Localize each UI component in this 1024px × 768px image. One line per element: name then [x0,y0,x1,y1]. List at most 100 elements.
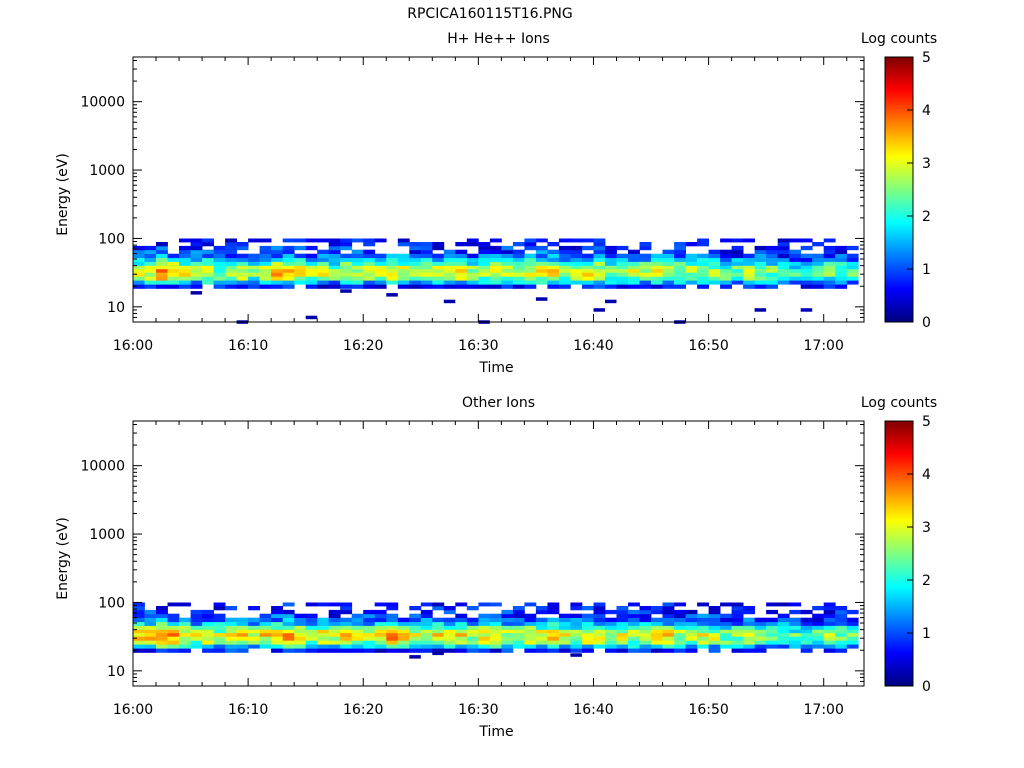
heatmap-cell [328,284,341,289]
heatmap-cell [593,261,606,266]
heatmap-cell [144,617,157,623]
heatmap-cell [340,284,353,289]
heatmap-cell [731,265,744,270]
x-tick-label: 16:10 [228,338,268,354]
heatmap-cell [305,253,318,259]
heatmap-cell [628,602,640,607]
heatmap-cell [777,644,790,649]
heatmap-cell [582,261,594,266]
heatmap-cell [167,625,180,630]
heatmap-cell [823,609,836,615]
heatmap-cell [628,284,640,289]
heatmap-cell [639,276,652,281]
heatmap-cell [144,629,157,634]
heatmap-cell [685,276,698,281]
heatmap-cell [455,249,468,254]
heatmap-cell [512,609,525,615]
heatmap-cell [489,238,502,243]
heatmap-cell [420,249,433,254]
heatmap-cell [225,257,237,262]
heatmap-cell [466,644,479,649]
heatmap-cell [800,617,813,623]
heatmap-cell [443,249,456,254]
heatmap-cell [156,617,168,623]
heatmap-cell [225,253,237,259]
heatmap-cell [512,265,525,270]
heatmap-cell [720,644,732,649]
heatmap-cell [351,253,364,259]
heatmap-cell [766,276,778,281]
heatmap-cell [179,617,191,623]
heatmap-cell [823,625,836,630]
heatmap-cell [386,253,399,259]
heatmap-cell [605,245,617,251]
heatmap-cell [420,265,433,270]
heatmap-cell [593,280,606,285]
heatmap-cell [225,648,237,653]
y-tick-label: 1000 [89,163,125,179]
heatmap-cell [363,265,376,270]
heatmap-cell [605,249,617,254]
heatmap-cell [489,265,502,270]
heatmap-cell [835,276,848,281]
heatmap-cell [213,644,226,649]
heatmap-cell [386,648,399,653]
heatmap-cell [777,268,790,273]
heatmap-cell [478,613,491,618]
heatmap-cell [305,613,318,618]
heatmap-cell [133,265,145,270]
heatmap-cell [593,265,606,270]
heatmap-cell [386,602,399,607]
heatmap-cell [547,606,560,611]
heatmap-cell [835,245,848,251]
heatmap-cell [179,602,191,607]
heatmap-cell [512,621,525,626]
heatmap-cell [846,636,859,641]
heatmap-cell [524,632,537,637]
heatmap-cell [570,249,583,254]
heatmap-cell [731,249,744,254]
heatmap-cell [374,617,387,623]
heatmap-cell [697,268,709,273]
heatmap-cell [731,253,744,259]
heatmap-cell [363,636,376,641]
heatmap-cell [616,606,629,611]
heatmap-cell [443,268,456,273]
heatmap-cell [259,253,272,259]
heatmap-cell [582,280,594,285]
heatmap-cell [835,632,848,637]
heatmap-cell [524,640,537,645]
heatmap-cell [156,265,168,270]
heatmap-cell [236,629,249,634]
heatmap-cell [340,609,353,615]
heatmap-cell [466,280,479,285]
heatmap-cell [190,625,203,630]
heatmap-cell [720,268,732,273]
heatmap-cell [167,272,180,277]
heatmap-cell [179,272,191,277]
heatmap-cell [731,280,744,285]
heatmap-cell [443,284,456,289]
heatmap-cell [535,245,548,251]
heatmap-cell [294,617,307,623]
heatmap-cell [731,644,744,649]
heatmap-cell [443,265,456,270]
heatmap-cell [363,242,376,247]
heatmap-cell [202,613,214,618]
heatmap-cell [501,625,514,630]
heatmap-cell [409,613,422,618]
heatmap-cell [570,613,583,618]
heatmap-cell [766,621,778,626]
heatmap-cell [605,644,617,649]
heatmap-cell [593,284,606,289]
heatmap-cell [674,644,686,649]
heatmap-cell [248,280,260,285]
heatmap-cell [397,625,410,630]
heatmap-cell [144,265,157,270]
heatmap-cell [248,632,260,637]
heatmap-cell [236,625,249,630]
heatmap-cell [248,284,260,289]
y-tick-label: 100 [98,231,125,247]
heatmap-cell [317,640,330,645]
heatmap-cell [225,632,237,637]
